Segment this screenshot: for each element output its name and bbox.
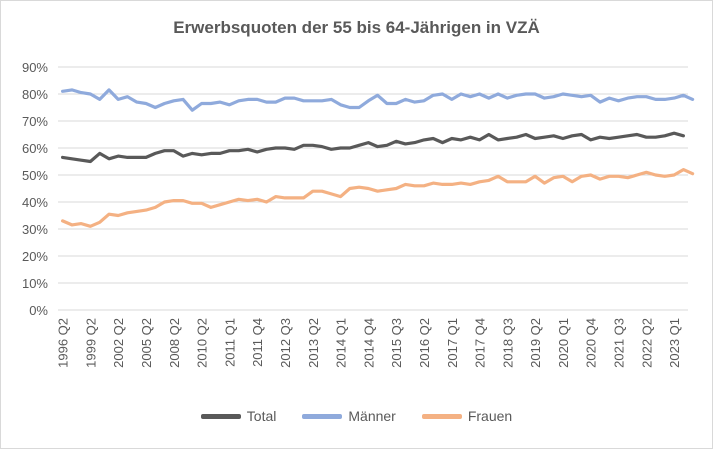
x-tick-label: 2008 Q2 bbox=[167, 318, 182, 368]
x-tick-label: 2012 Q3 bbox=[278, 318, 293, 368]
y-tick-label: 10% bbox=[22, 276, 48, 291]
series-line-total bbox=[60, 131, 686, 164]
x-tick-label: 2017 Q1 bbox=[445, 318, 460, 368]
legend-swatch-maenner bbox=[302, 413, 343, 419]
x-tick-label: 2023 Q1 bbox=[667, 318, 682, 368]
y-tick-label: 80% bbox=[22, 87, 48, 102]
x-tick-label: 2016 Q2 bbox=[417, 318, 432, 368]
legend-label-total: Total bbox=[246, 408, 277, 424]
x-tick-label: 2020 Q4 bbox=[584, 318, 599, 368]
x-tick-label: 2011 Q4 bbox=[250, 318, 265, 367]
x-tick-label: 2022 Q2 bbox=[639, 318, 654, 368]
x-tick-label: 1996 Q2 bbox=[56, 318, 71, 368]
x-tick-label: 2018 Q3 bbox=[500, 318, 515, 368]
y-tick-label: 60% bbox=[22, 141, 48, 156]
x-tick-label: 2020 Q1 bbox=[556, 318, 571, 368]
y-tick-label: 0% bbox=[29, 303, 48, 318]
x-tick-label: 2010 Q2 bbox=[195, 318, 210, 368]
y-tick-label: 50% bbox=[22, 168, 48, 183]
x-tick-label: 2005 Q2 bbox=[139, 318, 154, 368]
series-line-maenner bbox=[60, 88, 695, 112]
x-tick-label: 2002 Q2 bbox=[111, 318, 126, 368]
legend-label-frauen: Frauen bbox=[467, 408, 513, 424]
legend-swatch-frauen bbox=[421, 413, 462, 419]
x-tick-label: 2011 Q1 bbox=[222, 318, 237, 367]
legend-item-total: Total bbox=[200, 408, 277, 424]
x-tick-label: 2013 Q2 bbox=[306, 318, 321, 368]
y-tick-label: 20% bbox=[22, 249, 48, 264]
legend-swatch-total bbox=[200, 413, 241, 419]
x-tick-label: 2014 Q1 bbox=[334, 318, 349, 368]
x-tick-label: 2019 Q2 bbox=[528, 318, 543, 368]
series-line-frauen bbox=[60, 168, 695, 228]
legend-item-maenner: Männer bbox=[302, 408, 396, 424]
x-tick-label: 2021 Q3 bbox=[612, 318, 627, 368]
legend-item-frauen: Frauen bbox=[421, 408, 513, 424]
y-tick-label: 30% bbox=[22, 222, 48, 237]
y-tick-label: 70% bbox=[22, 114, 48, 129]
chart-legend: Total Männer Frauen bbox=[0, 408, 713, 424]
x-tick-label: 2014 Q4 bbox=[361, 318, 376, 368]
y-tick-label: 90% bbox=[22, 60, 48, 75]
x-tick-label: 1999 Q2 bbox=[83, 318, 98, 368]
x-tick-label: 2017 Q4 bbox=[473, 318, 488, 368]
chart-title: Erwerbsquoten der 55 bis 64-Jährigen in … bbox=[173, 18, 540, 37]
x-tick-label: 2015 Q3 bbox=[389, 318, 404, 368]
y-tick-label: 40% bbox=[22, 195, 48, 210]
legend-label-maenner: Männer bbox=[348, 408, 396, 424]
